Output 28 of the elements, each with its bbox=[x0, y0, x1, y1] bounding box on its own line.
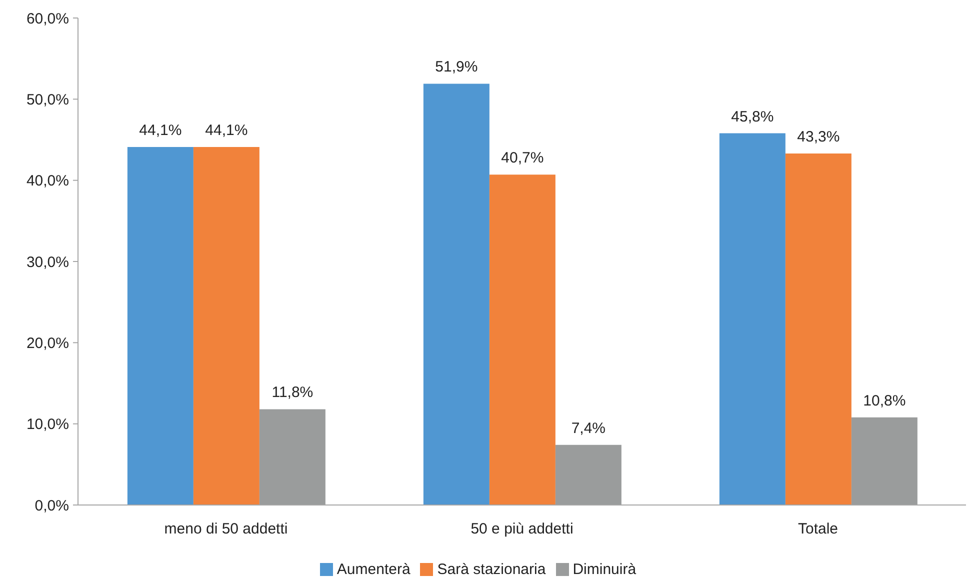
x-tick-label: 50 e più addetti bbox=[470, 520, 574, 538]
y-tick-label: 0,0% bbox=[34, 497, 69, 514]
y-tick-label: 50,0% bbox=[26, 91, 69, 108]
x-tick-label: meno di 50 addetti bbox=[164, 520, 288, 538]
y-tick-label: 10,0% bbox=[26, 416, 69, 434]
y-tick-label: 20,0% bbox=[26, 334, 69, 352]
data-label: 10,8% bbox=[863, 392, 906, 410]
data-label: 45,8% bbox=[731, 108, 774, 126]
y-tick-label: 60,0% bbox=[26, 10, 69, 28]
x-tick-label: Totale bbox=[798, 520, 838, 538]
bar bbox=[719, 133, 786, 505]
data-label: 51,9% bbox=[435, 58, 478, 76]
bar bbox=[127, 147, 194, 505]
data-label: 11,8% bbox=[272, 384, 314, 402]
y-tick-label: 40,0% bbox=[26, 172, 69, 190]
legend-label: Aumenterà bbox=[336, 561, 410, 578]
legend-label: Diminuirà bbox=[572, 561, 636, 578]
data-label: 44,1% bbox=[205, 122, 248, 140]
data-label: 44,1% bbox=[139, 122, 182, 140]
bar bbox=[423, 84, 490, 505]
data-label: 43,3% bbox=[797, 128, 840, 146]
bar bbox=[489, 174, 556, 505]
bar bbox=[785, 154, 852, 505]
y-tick-label: 30,0% bbox=[26, 254, 69, 271]
data-label: 40,7% bbox=[501, 150, 544, 167]
legend-label: Sarà stazionaria bbox=[437, 561, 546, 578]
bar bbox=[193, 147, 260, 505]
data-label: 7,4% bbox=[571, 420, 606, 437]
